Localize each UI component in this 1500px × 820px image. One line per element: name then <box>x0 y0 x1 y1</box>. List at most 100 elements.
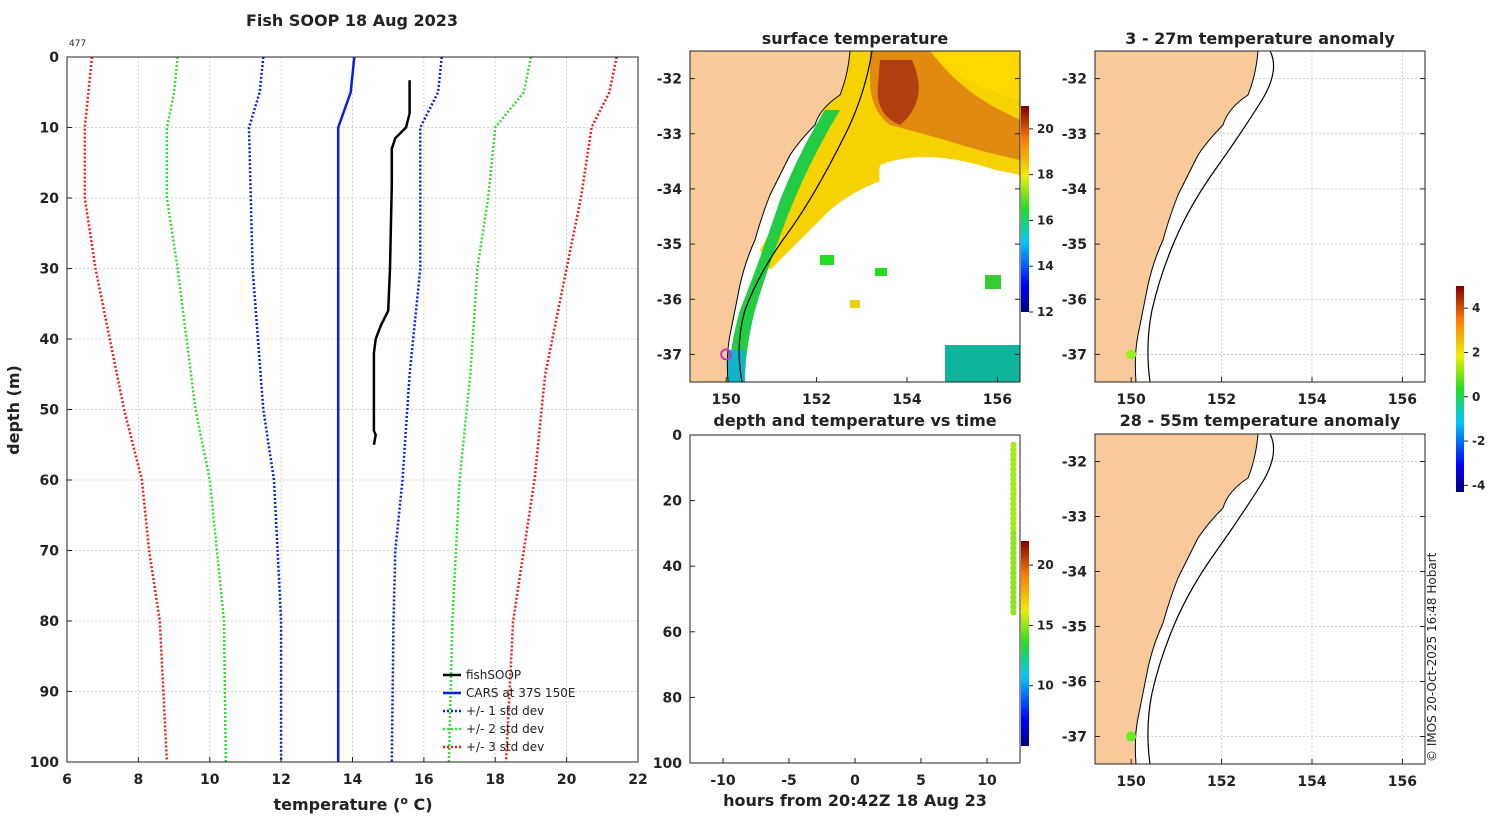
anomaly-point-marker <box>1126 731 1137 742</box>
sst-patch <box>850 300 860 308</box>
series-line-fishsoop <box>372 80 411 446</box>
anomaly-map-upper-panel: 3 - 27m temperature anomaly 150 152 154 156… <box>1062 29 1426 408</box>
tick-label-lat: -33 <box>657 127 682 143</box>
time-colorbar <box>1021 541 1029 746</box>
sst-cloud-gap-1 <box>879 157 1020 234</box>
tick-label-depth: 100 <box>653 756 682 772</box>
series-line-std2-lower <box>165 56 228 763</box>
tick-label-depth: 80 <box>663 690 683 706</box>
tick-label-x: 16 <box>414 772 433 788</box>
tick-label-y: 80 <box>40 614 60 630</box>
sst-cool-patch <box>945 345 1020 382</box>
land-mass <box>1095 434 1259 764</box>
shelf-contour <box>1147 51 1275 382</box>
anomaly-upper-map <box>1095 51 1425 382</box>
tick-label-x: 8 <box>134 772 144 788</box>
time-point <box>1010 456 1017 463</box>
colorbar-tick-label: 0 <box>1472 390 1480 404</box>
tick-label-hours: -10 <box>710 773 736 789</box>
tick-label-lat: -32 <box>1062 455 1087 471</box>
colorbar-tick-label: 12 <box>1037 305 1054 319</box>
surface-temperature-panel: surface temperature <box>657 29 1054 408</box>
time-point <box>1010 579 1017 586</box>
tick-label-x: 10 <box>200 772 220 788</box>
profile-ylabel: depth (m) <box>4 365 23 455</box>
colorbar-tick-label: 20 <box>1037 558 1054 572</box>
time-xlabel: hours from 20:42Z 18 Aug 23 <box>723 791 987 810</box>
tick-label-lon: 152 <box>802 392 831 408</box>
series-line-std3-lower <box>83 56 169 763</box>
time-colorbar-ticks: 10 15 20 <box>1029 558 1054 693</box>
tick-label-y: 40 <box>40 332 60 348</box>
time-point <box>1010 564 1017 572</box>
tick-label-lat: -37 <box>1062 730 1087 746</box>
time-point <box>1010 520 1017 527</box>
sst-patch <box>820 255 834 265</box>
anomaly-lower-ticks: 150 152 154 156 -32 -33 -34 -35 -36 -37 <box>1062 455 1425 790</box>
tick-label-depth: 20 <box>663 494 683 510</box>
tick-label-lon: 150 <box>1117 774 1146 790</box>
series-line-std3-upper <box>504 56 618 763</box>
tick-label-depth: 0 <box>672 428 682 444</box>
tick-label-lat: -37 <box>1062 347 1087 363</box>
time-point <box>1010 535 1017 542</box>
series-line-cars <box>336 56 356 762</box>
anomaly-lower-frame <box>1094 433 1426 765</box>
anomaly-colorbar <box>1456 286 1464 492</box>
tick-label-lon: 150 <box>1117 392 1146 408</box>
time-point <box>1010 594 1017 601</box>
colorbar-tick-label: 15 <box>1037 618 1054 632</box>
anomaly-upper-ticks: 150 152 154 156 -32 -33 -34 -35 -36 -37 <box>1062 72 1425 408</box>
colorbar-tick-label: 10 <box>1037 679 1054 693</box>
shelf-contour <box>1147 434 1275 764</box>
time-point <box>1010 461 1017 468</box>
surface-temp-frame <box>689 50 1021 383</box>
colorbar-tick-label: 16 <box>1037 213 1054 227</box>
anomaly-map-lower-panel: 28 - 55m temperature anomaly 150 152 154 15… <box>1062 411 1426 790</box>
tick-label-y: 90 <box>40 685 60 701</box>
time-point <box>1010 500 1017 508</box>
land-mass <box>1095 51 1259 382</box>
anomaly-lower-map <box>1095 434 1425 764</box>
tick-label-lat: -35 <box>1062 620 1087 636</box>
time-point <box>1010 540 1017 547</box>
time-point <box>1010 604 1017 611</box>
colorbar-tick-label: 18 <box>1037 168 1054 182</box>
anomaly-lower-title: 28 - 55m temperature anomaly <box>1120 411 1401 430</box>
legend-label-fishsoop: fishSOOP <box>466 668 521 682</box>
tick-label-lon: 150 <box>712 392 741 408</box>
tick-label-x: 6 <box>62 772 72 788</box>
legend-label-cars: CARS at 37S 150E <box>466 686 575 700</box>
tick-label-depth: 40 <box>663 559 683 575</box>
tick-label-x: 14 <box>343 772 363 788</box>
tick-label-lat: -34 <box>1062 565 1088 581</box>
sst-colorbar <box>1021 106 1029 312</box>
time-axes-background <box>690 435 1020 763</box>
tick-label-lon: 156 <box>983 392 1012 408</box>
profile-xlabel: temperature (o C) <box>273 794 432 814</box>
time-point <box>1010 559 1017 567</box>
time-points <box>1010 441 1017 616</box>
tick-label-x: 12 <box>271 772 290 788</box>
anomaly-upper-title: 3 - 27m temperature anomaly <box>1125 29 1395 48</box>
surface-temp-ticks: 150 152 154 156 -32 -33 -34 -35 -36 -37 <box>657 72 1020 408</box>
tick-label-lon: 152 <box>1207 392 1236 408</box>
profile-title: Fish SOOP 18 Aug 2023 <box>246 11 458 30</box>
tick-label-lat: -36 <box>1062 292 1087 308</box>
tick-label-y: 70 <box>40 544 60 560</box>
anomaly-upper-frame <box>1094 50 1426 383</box>
colorbar-tick-label: -2 <box>1472 434 1485 448</box>
time-point <box>1010 495 1017 503</box>
sst-colorbar-ticks: 12 14 16 18 20 <box>1029 122 1054 319</box>
time-point <box>1010 510 1017 517</box>
time-point <box>1010 525 1017 532</box>
tick-label-x: 20 <box>557 772 577 788</box>
sst-yellow-offshore <box>930 51 1020 100</box>
colorbar-tick-label: 14 <box>1037 259 1054 273</box>
tick-label-lat: -33 <box>1062 127 1087 143</box>
time-point <box>1010 569 1017 576</box>
time-point <box>1010 451 1017 458</box>
time-point <box>1010 446 1017 453</box>
